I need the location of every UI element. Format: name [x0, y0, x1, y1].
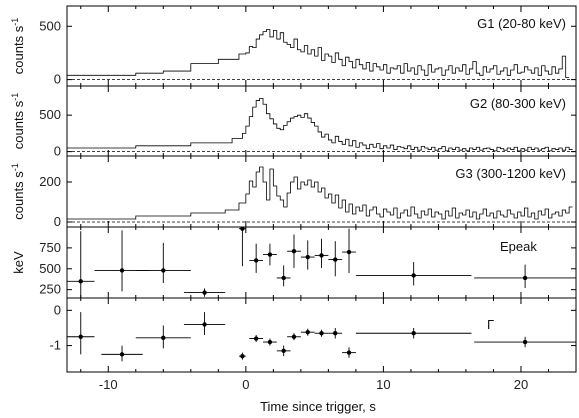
panel-g1: 0 500 counts s-1 G1 (20-80 keV) [10, 5, 577, 87]
panel-g3: 0 200 counts s-1 G3 (300-1200 keV) [10, 155, 577, 229]
data-point [119, 352, 125, 357]
x-tick-label: 20 [514, 377, 528, 392]
y-tick-label: 500 [39, 107, 61, 122]
y-tick-label: 500 [39, 18, 61, 33]
lightcurve-step-line [67, 29, 570, 78]
y-tick-label: 0 [54, 144, 61, 159]
y-tick-label: 0 [54, 302, 61, 317]
y-axis-title: counts s-1 [10, 93, 26, 149]
data-point [240, 227, 245, 231]
panel-label: G1 (20-80 keV) [477, 16, 566, 31]
y-axis-title-sup: -1 [10, 163, 20, 171]
errorbar-points [67, 227, 576, 298]
panel-frame [66, 297, 577, 373]
y-axis-title-text: counts s [11, 25, 26, 74]
data-point [267, 339, 273, 345]
data-point [253, 258, 259, 263]
data-point [281, 348, 286, 354]
data-point [346, 350, 352, 355]
data-point [119, 268, 125, 273]
y-axis-title: counts s-1 [10, 18, 26, 74]
y-tick-label: 250 [39, 282, 61, 297]
data-point [161, 268, 166, 273]
x-tick-label: -10 [99, 377, 118, 392]
y-axis-title-sup: -1 [10, 93, 20, 101]
y-axis-title-text: counts s [11, 100, 26, 149]
panel-g2: 0 500 counts s-1 G2 (80-300 keV) [10, 85, 577, 159]
data-point [267, 252, 273, 257]
panel-label: G2 (80-300 keV) [470, 96, 566, 111]
y-tick-label: 0 [54, 72, 61, 87]
data-point [161, 335, 166, 341]
y-tick-label: 500 [39, 261, 61, 276]
lightcurve-step-line [67, 166, 573, 220]
panel-label: G3 (300-1200 keV) [455, 166, 566, 181]
y-axis-title-text: keV [11, 251, 26, 274]
x-axis-title: Time since trigger, s [260, 399, 376, 414]
y-axis-title-text: counts s [11, 171, 26, 220]
data-point [411, 273, 416, 278]
x-tick-label: 0 [242, 377, 249, 392]
data-point [333, 257, 338, 262]
data-point [346, 249, 352, 255]
data-point [202, 322, 207, 327]
data-point [333, 331, 338, 336]
x-tick-label: 10 [376, 377, 390, 392]
lightcurve-step-line [67, 97, 573, 152]
data-point [305, 329, 310, 335]
data-point [78, 334, 83, 339]
y-tick-label: 750 [39, 240, 61, 255]
y-tick-label: 0 [54, 214, 61, 229]
data-point [291, 249, 297, 254]
data-point [281, 275, 286, 281]
data-point [78, 279, 83, 284]
data-point [411, 331, 416, 336]
data-point [305, 254, 310, 260]
errorbar-points [67, 312, 576, 362]
panel-gamma: 0 -1 Γ [49, 297, 577, 373]
y-tick-label: 200 [39, 174, 61, 189]
data-point [522, 275, 528, 281]
y-axis-title-sup: -1 [10, 18, 20, 26]
data-point [202, 290, 207, 295]
y-axis-title: counts s-1 [10, 163, 26, 219]
data-point [253, 336, 259, 341]
data-point [319, 331, 324, 336]
panel-label: Γ [487, 317, 494, 332]
data-point [319, 253, 324, 258]
panel-epeak: 250 500 750 keV Epeak [11, 226, 577, 299]
data-point [522, 339, 528, 345]
y-tick-label: -1 [49, 338, 61, 353]
data-point [240, 353, 245, 359]
panel-label: Epeak [500, 239, 537, 254]
data-point [291, 334, 297, 339]
y-axis-title: keV [11, 251, 26, 274]
